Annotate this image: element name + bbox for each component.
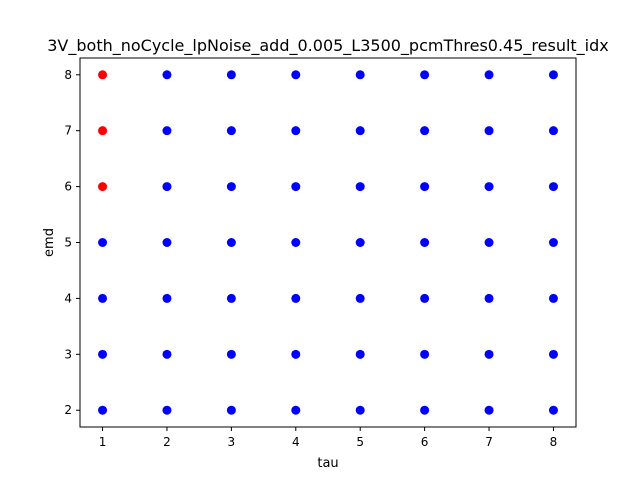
data-point [98, 70, 108, 80]
data-point [355, 405, 365, 415]
data-point [98, 405, 108, 415]
data-point [291, 126, 301, 136]
data-point [226, 238, 236, 247]
data-point [484, 182, 494, 192]
x-tick-label: 3 [228, 435, 236, 449]
y-tick-label: 4 [64, 291, 72, 305]
data-point [484, 349, 494, 359]
data-point [420, 126, 430, 136]
data-point [226, 126, 236, 136]
data-point [355, 349, 365, 359]
data-point [226, 182, 236, 192]
data-point [291, 182, 301, 192]
data-point [484, 70, 494, 80]
data-point [420, 405, 430, 415]
data-point [226, 70, 236, 80]
y-axis: 2 3 4 5 6 7 8 [64, 68, 80, 417]
plot-area-frame [79, 57, 577, 428]
data-point [355, 182, 365, 192]
data-point [291, 405, 301, 415]
data-point [291, 70, 301, 80]
data-point [548, 126, 558, 136]
data-point [420, 70, 430, 80]
data-point [162, 182, 172, 192]
data-point [355, 238, 365, 247]
data-point [291, 238, 301, 247]
data-point [355, 293, 365, 303]
data-point [420, 293, 430, 303]
data-point [548, 182, 558, 192]
x-axis: 1 2 3 4 5 6 7 8 [99, 427, 558, 449]
x-tick-label: 6 [421, 435, 429, 449]
data-point [226, 405, 236, 415]
y-tick-label: 8 [64, 68, 72, 82]
data-point [355, 126, 365, 136]
data-point [226, 349, 236, 359]
data-point [291, 349, 301, 359]
x-tick-label: 5 [356, 435, 364, 449]
data-point [98, 349, 108, 359]
data-point [98, 293, 108, 303]
data-point [420, 349, 430, 359]
x-tick-label: 8 [550, 435, 558, 449]
y-tick-label: 3 [64, 347, 72, 361]
data-point [548, 70, 558, 80]
y-axis-label: emd [42, 228, 57, 257]
data-point [162, 349, 172, 359]
data-point [548, 405, 558, 415]
x-tick-label: 1 [99, 435, 107, 449]
x-axis-label: tau [317, 456, 338, 471]
data-point [162, 70, 172, 80]
data-point [484, 293, 494, 303]
data-point [98, 126, 108, 136]
y-tick-label: 6 [64, 180, 72, 194]
y-tick-label: 2 [64, 403, 72, 417]
data-point [548, 293, 558, 303]
y-tick-label: 5 [64, 236, 72, 250]
data-point [420, 238, 430, 247]
data-point [548, 349, 558, 359]
x-tick-label: 4 [292, 435, 300, 449]
data-point [291, 293, 301, 303]
data-point [162, 126, 172, 136]
data-point [484, 126, 494, 136]
data-points [98, 70, 558, 415]
data-point [162, 293, 172, 303]
data-point [98, 238, 108, 247]
data-point [226, 293, 236, 303]
x-tick-label: 7 [485, 435, 493, 449]
data-point [484, 405, 494, 415]
data-point [484, 238, 494, 247]
data-point [355, 70, 365, 80]
data-point [162, 238, 172, 247]
data-point [548, 238, 558, 247]
chart-title: 3V_both_noCycle_lpNoise_add_0.005_L3500_… [47, 36, 609, 56]
x-tick-label: 2 [163, 435, 171, 449]
y-tick-label: 7 [64, 124, 72, 138]
data-point [162, 405, 172, 415]
data-point [98, 182, 108, 192]
data-point [420, 182, 430, 192]
